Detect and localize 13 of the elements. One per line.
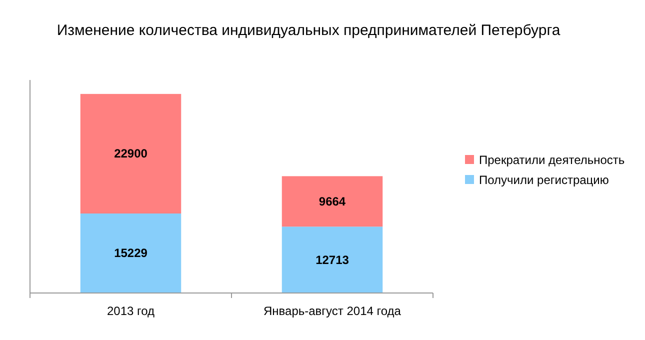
- x-tick-label: Январь-август 2014 года: [264, 304, 402, 318]
- data-label: 22900: [114, 146, 148, 161]
- bar: [282, 226, 383, 293]
- bar: [282, 176, 383, 227]
- chart-title: Изменение количества индивидуальных предпринимателей Петербурга: [56, 22, 561, 39]
- bar: [80, 213, 182, 293]
- legend-label: Получили регистрацию: [479, 173, 609, 187]
- bar: [80, 94, 182, 214]
- x-tick-label: 2013 год: [106, 304, 155, 318]
- data-label: 15229: [114, 246, 148, 260]
- legend-label: Прекратили деятельность: [479, 153, 625, 167]
- data-label: 9664: [318, 194, 346, 208]
- data-label: 12713: [316, 252, 350, 267]
